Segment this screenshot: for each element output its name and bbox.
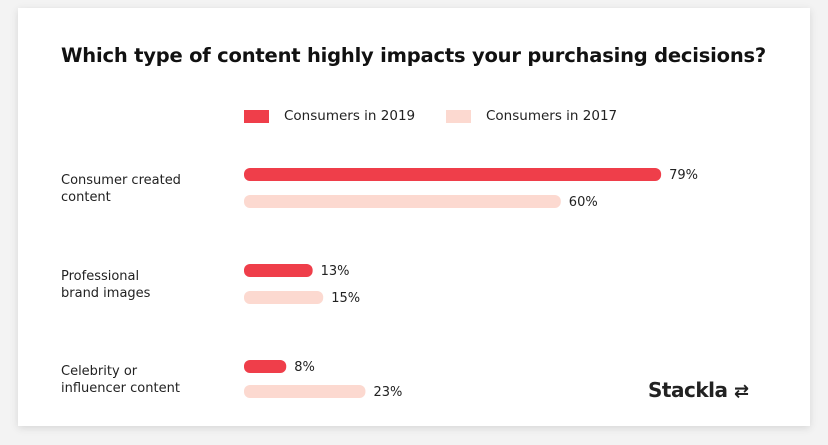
bar xyxy=(244,291,324,304)
legend-swatch xyxy=(446,109,471,123)
category-label: Professional brand images xyxy=(61,269,151,301)
bar xyxy=(244,195,561,208)
data-label: 60% xyxy=(569,195,598,210)
chart-card xyxy=(18,8,810,426)
bar xyxy=(244,264,313,277)
bar xyxy=(244,385,366,398)
legend-item-2017: Consumers in 2017 xyxy=(446,108,617,124)
chart-title: Which type of content highly impacts you… xyxy=(61,44,767,67)
legend-swatch xyxy=(244,109,269,123)
legend-item-2019: Consumers in 2019 xyxy=(244,108,415,124)
legend-label: Consumers in 2017 xyxy=(486,108,618,124)
data-label: 23% xyxy=(373,385,402,400)
bar xyxy=(244,360,287,373)
category-label: Celebrity or influencer content xyxy=(61,364,180,396)
legend-label: Consumers in 2019 xyxy=(284,108,416,124)
data-label: 13% xyxy=(321,264,350,279)
data-label: 79% xyxy=(669,168,698,183)
stackla-logo: Stackla ⇄ xyxy=(648,378,749,402)
bar xyxy=(244,168,662,181)
data-label: 8% xyxy=(294,360,315,375)
category-label: Consumer created content xyxy=(61,173,181,205)
logo-mark-icon: ⇄ xyxy=(733,381,749,402)
data-label: 15% xyxy=(331,291,360,306)
